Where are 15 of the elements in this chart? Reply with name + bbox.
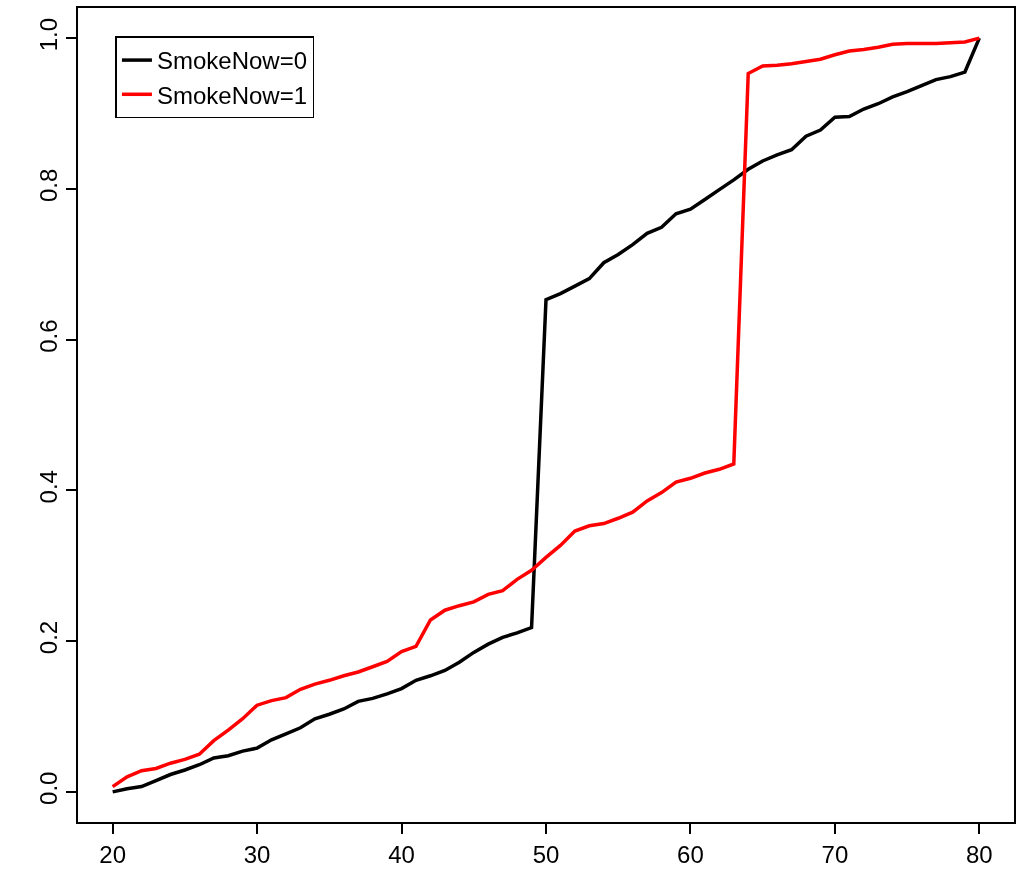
x-tick-label: 30 [243, 840, 271, 868]
x-tick-label: 80 [965, 840, 993, 868]
x-tick-label: 20 [99, 840, 127, 868]
x-tick-label: 60 [677, 840, 704, 868]
y-tick-label: 0.8 [34, 168, 62, 202]
legend-label: SmokeNow=1 [156, 81, 308, 109]
y-tick-label: 0.2 [34, 620, 62, 655]
x-tick-label: 40 [388, 840, 415, 868]
y-tick-label: 1.0 [34, 17, 62, 52]
y-tick-label: 0.6 [34, 319, 62, 353]
y-tick-label: 0.0 [34, 771, 62, 805]
legend-label: SmokeNow=0 [156, 47, 308, 75]
y-tick-label: 0.4 [34, 470, 62, 504]
x-tick-label: 70 [821, 840, 849, 868]
x-tick-label: 50 [532, 840, 560, 868]
